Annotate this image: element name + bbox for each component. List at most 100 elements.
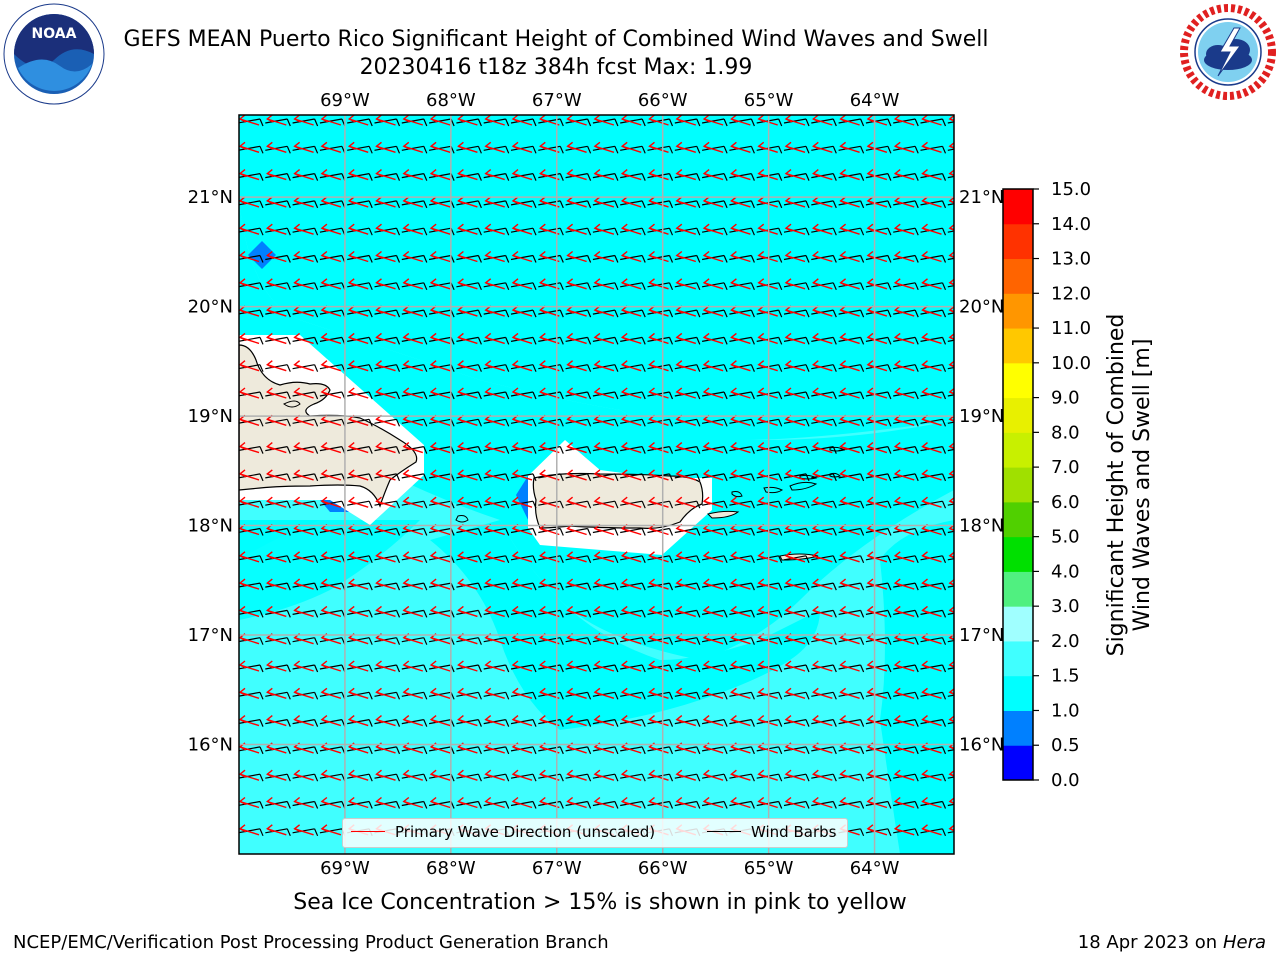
wind-barb [401,664,428,673]
wave-direction-arrow [593,115,615,126]
wave-direction-arrow [675,796,697,809]
wave-direction-arrow [702,578,724,590]
wave-direction-arrow [347,496,369,508]
wind-barb [701,555,728,564]
wind-barb [920,391,947,400]
wind-barb [674,173,701,181]
wind-barb [565,637,592,645]
wind-barb [729,391,755,400]
wave-direction-arrow [648,360,669,372]
wave-direction-arrow [566,469,587,481]
wave-direction-arrow [511,605,533,618]
wind-barb [292,800,319,809]
wave-zone-north [239,115,954,200]
wave-direction-arrow [293,496,314,508]
wind-barb [592,145,619,154]
wave-direction-arrow [784,442,806,454]
colorbar-tick-label: 8.0 [1051,422,1080,443]
wind-barb [592,555,619,564]
wind-barb [674,118,701,127]
wind-barb [265,746,291,755]
wave-direction-arrow [620,551,642,563]
wave-direction-arrow [239,605,260,618]
wave-direction-arrow [484,196,505,208]
wave-direction-arrow [511,715,533,727]
wind-barb [701,309,728,318]
wind-barb [620,254,646,263]
wave-direction-arrow [730,169,751,181]
wave-direction-arrow [648,551,669,563]
wave-direction-arrow [457,551,478,563]
colorbar-tick-label: 5.0 [1051,527,1080,548]
wind-barb [838,609,865,618]
wave-direction-arrow [812,387,833,399]
wind-barb [647,473,674,482]
wave-direction-arrow [593,551,615,563]
wind-barb [756,555,783,564]
wave-direction-arrow [484,769,505,781]
wind-barb [510,173,537,181]
lon-label: 64°W [850,90,900,111]
wave-direction-arrow [320,715,342,727]
wind-barb [920,609,947,618]
wind-barb [401,446,428,454]
wave-direction-arrow [839,169,860,181]
wave-direction-arrow [866,551,888,563]
colorbar-segment [1003,606,1033,642]
wave-direction-arrow [620,169,642,181]
wind-barb [620,282,646,291]
colorbar-segment [1003,571,1033,607]
wind-barb [401,364,428,372]
wave-direction-arrow [620,715,642,727]
wave-direction-arrow [320,332,342,345]
wind-barb [920,555,947,564]
wind-barb [483,746,510,755]
wind-barb [483,227,510,236]
wind-barb [729,500,755,509]
wave-direction-arrow [457,715,478,727]
wind-barb [483,582,510,591]
wind-barb [729,227,755,236]
wind-barb [265,473,291,482]
wave-direction-arrow [511,769,533,781]
wind-barb [811,227,837,236]
wind-barb [592,773,619,782]
colorbar-label-line: Significant Height of Combined [1104,314,1129,657]
wave-direction-arrow [839,469,860,481]
wind-barb [701,364,728,372]
wave-direction-arrow [675,250,697,263]
wind-barb [647,145,674,154]
wave-direction-arrow [866,196,888,208]
wind-barb [374,200,401,209]
wind-barb [920,691,947,700]
wind-barb [893,555,919,564]
colorbar-segment [1003,501,1033,538]
wave-direction-arrow [293,332,314,345]
wave-direction-arrow [866,824,888,836]
wave-direction-arrow [839,687,860,699]
wave-direction-arrow [566,496,587,508]
wind-barb [347,582,373,591]
wind-barb [483,637,510,645]
wave-direction-arrow [239,687,260,699]
wind-barb [483,282,510,291]
wind-barb [292,500,319,509]
wind-barb [811,282,837,291]
wind-barb [347,282,373,291]
wind-barb [947,639,954,643]
wind-barb [292,227,319,236]
wind-barb [783,118,810,127]
wave-direction-arrow [593,332,615,345]
wind-barb [811,173,837,181]
wave-direction-arrow [566,578,587,590]
wind-barb [838,200,865,209]
wind-barb [893,719,919,727]
wind-barb [838,336,865,345]
wind-barb [756,418,783,427]
wave-direction-arrow [375,141,396,153]
wind-barb [401,582,428,591]
wind-barb [483,364,510,372]
wind-barb [729,582,755,591]
colorbar-tick-label: 14.0 [1051,214,1091,235]
wave-direction-arrow [730,360,751,372]
